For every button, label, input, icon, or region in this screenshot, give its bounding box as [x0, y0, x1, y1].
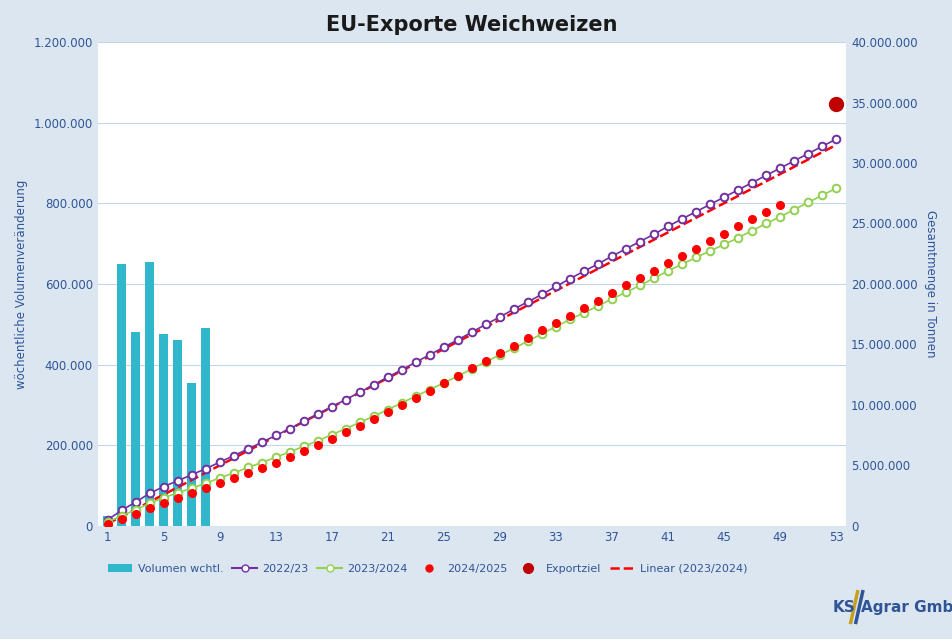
Y-axis label: Gesamtmenge in Tonnen: Gesamtmenge in Tonnen — [924, 210, 937, 358]
Bar — [131, 332, 140, 526]
Bar — [201, 328, 210, 526]
Bar — [188, 383, 196, 526]
Y-axis label: wöchentliche Volumenveränderung: wöchentliche Volumenveränderung — [15, 180, 28, 389]
Legend: Volumen wchtl., 2022/23, 2023/2024, 2024/2025, Exportziel, Linear (2023/2024): Volumen wchtl., 2022/23, 2023/2024, 2024… — [104, 559, 752, 578]
Text: Agrar GmbH: Agrar GmbH — [861, 599, 952, 615]
Text: KS: KS — [833, 599, 856, 615]
Bar — [145, 262, 154, 526]
Bar — [173, 341, 182, 526]
Bar — [117, 264, 127, 526]
Bar — [159, 334, 169, 526]
Bar — [103, 516, 112, 526]
Title: EU-Exporte Weichweizen: EU-Exporte Weichweizen — [327, 15, 618, 35]
